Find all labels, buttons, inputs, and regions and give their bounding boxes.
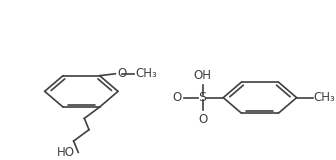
Text: OH: OH: [194, 69, 212, 82]
Text: O: O: [117, 67, 126, 80]
Text: O: O: [198, 113, 207, 126]
Text: HO: HO: [56, 146, 74, 159]
Text: O: O: [172, 91, 181, 104]
Text: CH₃: CH₃: [313, 91, 335, 104]
Text: CH₃: CH₃: [136, 67, 158, 80]
Text: S: S: [199, 91, 207, 104]
